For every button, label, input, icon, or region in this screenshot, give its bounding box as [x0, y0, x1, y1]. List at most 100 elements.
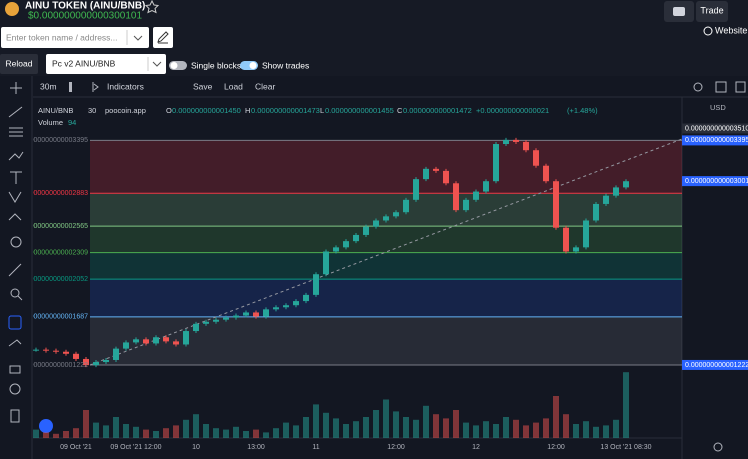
reload-label: Reload: [6, 58, 33, 68]
wallet-icon: [673, 7, 685, 16]
candle-body: [223, 317, 229, 320]
currency-select[interactable]: USD: [710, 103, 726, 112]
volume-bar: [573, 424, 579, 438]
candle-body: [593, 203, 599, 221]
edit-button[interactable]: [153, 27, 173, 48]
level-label: 0.000000000001222: [24, 362, 88, 369]
token-logo: [5, 2, 19, 16]
volume-bar: [623, 372, 629, 438]
clear-button[interactable]: Clear: [255, 81, 275, 91]
volume-bar: [503, 417, 509, 438]
volume-bar: [483, 421, 489, 438]
volume-bar: [163, 428, 169, 438]
volume-bar: [563, 414, 569, 438]
candle-body: [433, 168, 439, 171]
trade-label: Trade: [700, 5, 723, 15]
token-title: AINU TOKEN (AINU/BNB): [25, 1, 145, 12]
candle-body: [103, 359, 109, 363]
volume-bar: [603, 425, 609, 438]
volume-bar: [323, 412, 329, 438]
volume-bar: [313, 404, 319, 438]
settings-icon[interactable]: [693, 82, 703, 92]
volume-bar: [433, 414, 439, 438]
volume-bar: [463, 422, 469, 438]
candle-body: [43, 349, 49, 351]
volume-bar: [583, 421, 589, 438]
website-link[interactable]: Website: [715, 25, 747, 35]
show-trades-label: Show trades: [262, 60, 309, 70]
candle-body: [343, 241, 349, 248]
trade-button[interactable]: [696, 1, 728, 22]
candle-body: [63, 351, 69, 354]
volume-bar: [253, 429, 259, 438]
volume-bar: [213, 428, 219, 438]
snapshot-icon[interactable]: [735, 81, 746, 93]
volume-bar: [103, 425, 109, 438]
candle-body: [483, 181, 489, 192]
legend-h: H: [245, 106, 250, 115]
candle-body: [93, 362, 99, 366]
volume-bar: [73, 428, 79, 438]
time-label: 09 Oct '21 12:00: [110, 444, 161, 451]
dropdown-chevron[interactable]: [133, 35, 143, 41]
pair-label: Pc v2 AINU/BNB: [52, 58, 116, 68]
chart-type-icon[interactable]: [69, 82, 72, 92]
volume-bar: [473, 425, 479, 438]
favorite-star[interactable]: [144, 0, 160, 14]
volume-bar: [293, 425, 299, 438]
legend-change: +0.000000000000021: [476, 106, 549, 115]
interval-button[interactable]: 30m: [40, 81, 57, 91]
volume-bar: [353, 421, 359, 438]
candle-body: [373, 220, 379, 227]
pair-select[interactable]: [46, 54, 166, 74]
volume-bar: [393, 411, 399, 438]
drawing-tools[interactable]: [8, 82, 24, 423]
dropdown-chevron: [152, 61, 162, 67]
volume-bar: [143, 429, 149, 438]
candle-body: [163, 337, 169, 342]
search-input[interactable]: [1, 27, 149, 48]
candle-body: [493, 144, 499, 182]
volume-bar: [363, 417, 369, 438]
legend-o: O: [166, 106, 172, 115]
reload-button[interactable]: [0, 54, 38, 74]
volume-bar: [113, 417, 119, 438]
price-tag: [682, 359, 748, 370]
candle-body: [313, 274, 319, 295]
fullscreen-icon[interactable]: [715, 81, 727, 93]
candle-body: [393, 212, 399, 217]
level-labels: 0.000000000003395 0.000000000002883 0.0000…: [24, 137, 88, 369]
candle-body: [73, 353, 79, 359]
level-label: 0.000000000002052: [24, 276, 88, 283]
candle-body: [123, 342, 129, 349]
indicators-icon: [92, 82, 99, 92]
volume-bar: [593, 426, 599, 438]
candle-body: [513, 139, 519, 142]
volume-bar: [403, 417, 409, 438]
candle-body: [383, 216, 389, 221]
axis-settings[interactable]: [713, 442, 723, 452]
candle-body: [583, 220, 589, 248]
volume-bar: [263, 432, 269, 438]
volume-bar: [83, 410, 89, 438]
price-tag: [682, 176, 748, 187]
candle-body: [603, 195, 609, 204]
indicators-button[interactable]: Indicators: [107, 81, 144, 91]
volume-bar: [493, 424, 499, 438]
plot: [33, 137, 682, 438]
level-label: 0.000000000003395: [24, 137, 88, 144]
legend-interval: 30: [88, 106, 96, 115]
candle-body: [153, 337, 159, 344]
load-button[interactable]: Load: [224, 81, 243, 91]
toggle-knob: [170, 62, 178, 69]
volume-bar: [43, 432, 49, 438]
candle-body: [563, 227, 569, 252]
save-button[interactable]: Save: [193, 81, 213, 91]
candle-body: [533, 150, 539, 166]
volume-bar: [453, 410, 459, 438]
volume-bar: [193, 414, 199, 438]
volume-label: Volume: [38, 118, 63, 127]
price-tag-label: 0.000000000003001: [685, 178, 748, 185]
candle-body: [333, 247, 339, 252]
